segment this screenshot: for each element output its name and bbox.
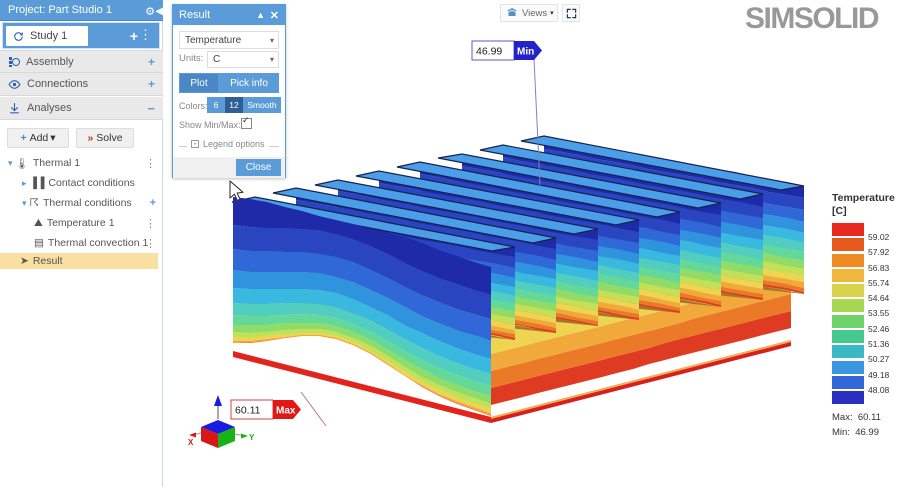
svg-text:46.99: 46.99 — [476, 46, 502, 58]
svg-text:X: X — [188, 438, 194, 447]
svg-text:Max: Max — [276, 406, 296, 417]
svg-text:Y: Y — [249, 433, 255, 442]
svg-text:Min: Min — [517, 47, 534, 58]
svg-text:z: z — [216, 398, 220, 405]
